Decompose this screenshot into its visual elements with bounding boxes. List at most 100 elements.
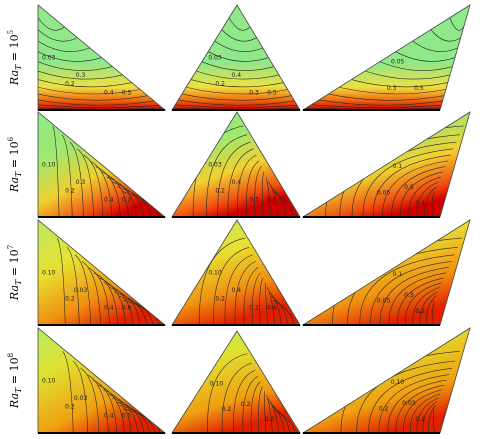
contour-label: 0.10: [210, 381, 224, 388]
contour-line: [424, 186, 437, 217]
row-label-exp: 6: [7, 136, 15, 141]
contour-line: [258, 386, 263, 433]
contour-line: [382, 160, 449, 217]
contour-line: [234, 261, 256, 325]
contour-line: [428, 405, 436, 433]
row-label-sub: T: [14, 64, 23, 70]
contour-label: 0.2: [415, 416, 425, 423]
contour-line: [387, 379, 447, 433]
contour-line: [268, 181, 279, 217]
contour-line: [318, 99, 443, 106]
contour-line: [52, 125, 60, 217]
contour-label: 0.4: [104, 304, 114, 311]
contour-line: [74, 254, 91, 325]
contour-line: [268, 291, 282, 325]
contour-line: [242, 376, 259, 433]
contour-line: [408, 176, 441, 217]
contour-label: 0.10: [42, 269, 56, 276]
contour-line: [196, 70, 280, 80]
panel-fill: [172, 220, 300, 325]
contour-label: 0.6: [267, 304, 277, 311]
panel: [172, 5, 300, 110]
contour-line: [56, 237, 66, 325]
contour-line: [38, 86, 141, 95]
contour-label: 0.1: [393, 271, 403, 278]
contour-line: [426, 295, 437, 325]
row-label-exp: 5: [7, 30, 15, 34]
contour-line: [38, 70, 123, 80]
contour-label: 0.3: [249, 196, 259, 203]
contour-line: [87, 267, 110, 325]
contour-line: [272, 409, 296, 433]
contour-label: 0.4: [232, 72, 242, 79]
contour-label: 0.3: [76, 179, 86, 186]
contour-line: [391, 166, 446, 217]
contour-line: [38, 79, 132, 88]
contour-label: 0.3: [76, 72, 86, 79]
contour-label: 0.03: [208, 54, 222, 61]
contour-line: [66, 247, 80, 325]
contour-line: [419, 291, 438, 325]
contour-line: [416, 397, 439, 433]
contour-label: 0.4: [415, 200, 425, 207]
contour-label: 0.10: [42, 377, 56, 384]
contour-label: 0.03: [42, 54, 56, 61]
row-label-exp: 7: [7, 245, 15, 249]
row-label-base: Ra: [8, 177, 21, 193]
contour-label: 0.4: [104, 412, 114, 419]
contour-line: [38, 40, 90, 52]
row-label-base: Ra: [8, 285, 21, 301]
contour-label: 0.2: [65, 188, 75, 195]
contour-label: 0.05: [377, 189, 391, 196]
contour-line: [72, 360, 89, 433]
contour-label: 0.6: [267, 196, 277, 203]
contour-line: [269, 402, 285, 433]
panel-fill: [172, 331, 300, 433]
contour-line: [272, 191, 294, 217]
contour-line: [109, 287, 141, 325]
contour-line: [186, 86, 288, 95]
row-label: RaT = 105: [7, 30, 23, 86]
contour-line: [83, 154, 104, 217]
contour-label: 0.10: [208, 269, 222, 276]
panel: [172, 220, 300, 325]
contour-line: [214, 40, 263, 52]
panel: [172, 331, 300, 433]
contour-line: [207, 353, 248, 433]
row-label-rest: = 10: [8, 34, 21, 64]
contour-line: [412, 40, 458, 52]
contour-line: [99, 277, 126, 325]
contour-line: [370, 261, 452, 325]
contour-line: [449, 17, 465, 31]
contour-line: [81, 261, 101, 325]
row-label: RaT = 106: [7, 136, 23, 193]
contour-line: [412, 287, 440, 325]
contour-line: [395, 51, 456, 62]
contour-line: [38, 61, 113, 71]
contour-label: 0.2: [65, 296, 75, 303]
contour-line: [271, 405, 291, 433]
contour-line: [270, 186, 287, 217]
contour-line: [328, 93, 445, 101]
contour-line: [259, 277, 264, 325]
contour-line: [38, 93, 148, 101]
contour-line: [89, 160, 113, 217]
contour-line: [261, 171, 265, 217]
contour-line: [178, 99, 295, 106]
contour-line: [266, 287, 275, 325]
contour-label: 0.2: [265, 416, 275, 423]
contour-label: 0.05: [391, 59, 405, 66]
contour-label: 0.5: [267, 89, 277, 96]
contour-label: 0.5: [414, 85, 424, 92]
contour-line: [38, 29, 78, 42]
contour-line: [245, 160, 260, 217]
contour-line: [93, 272, 119, 325]
row-label-sub: T: [14, 387, 23, 393]
contour-line: [116, 186, 152, 217]
contour-line: [213, 247, 250, 325]
contour-line: [364, 70, 451, 80]
contour-line: [103, 389, 132, 433]
contour-line: [207, 51, 269, 62]
contour-line: [38, 99, 155, 106]
